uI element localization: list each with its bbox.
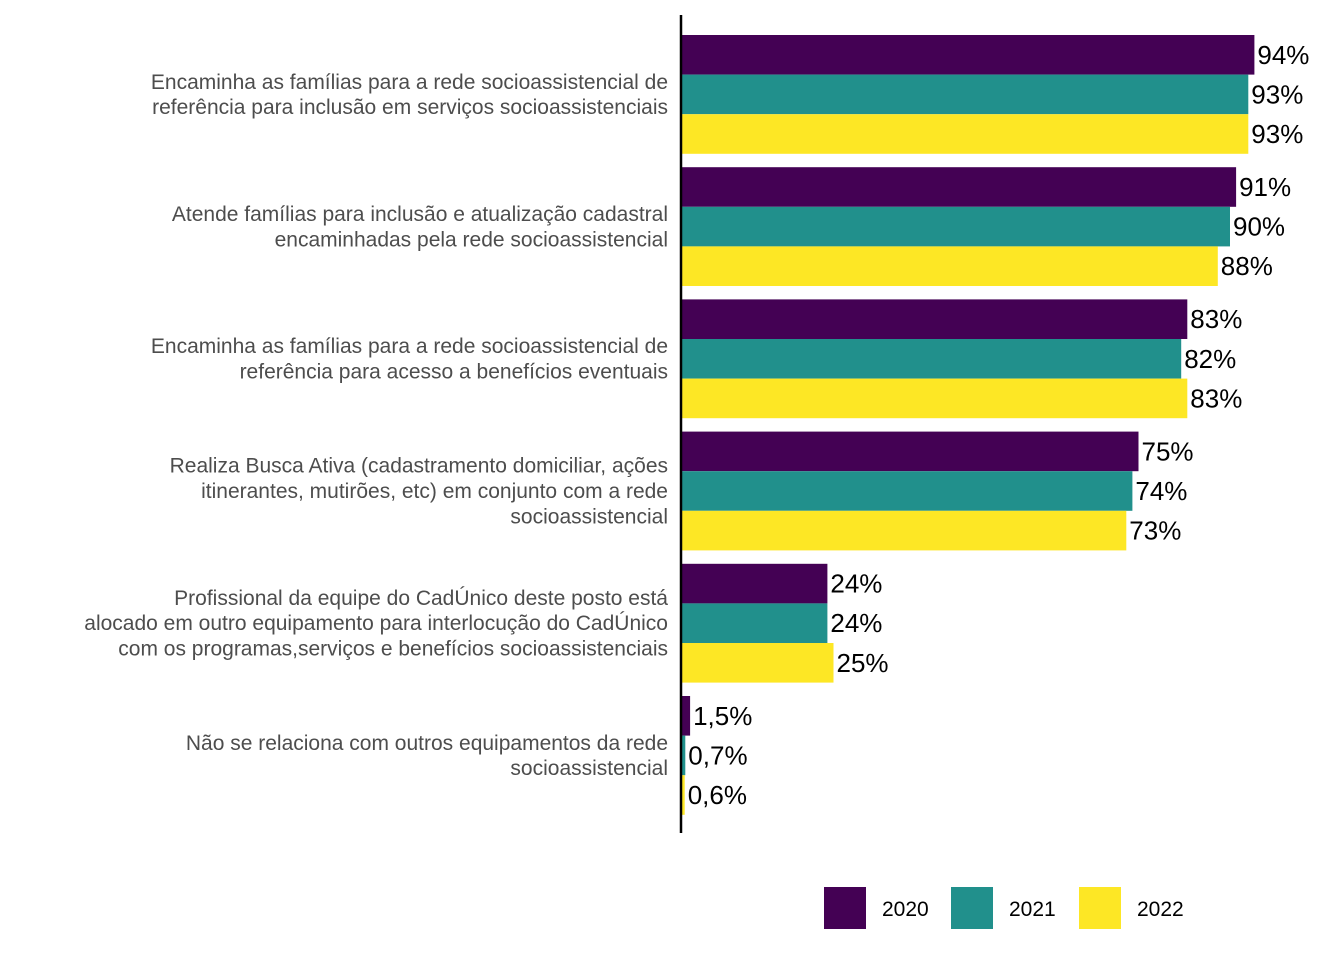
category-label: socioassistencial (510, 757, 668, 780)
legend: 2020 2021 2022 (824, 887, 1184, 929)
bar-2021 (681, 206, 1230, 247)
bar-2022 (681, 378, 1188, 419)
value-label: 93% (1251, 79, 1303, 109)
value-label: 0,7% (688, 740, 747, 770)
category-labels: Encaminha as famílias para a rede socioa… (84, 71, 668, 780)
bar-2020 (681, 35, 1255, 75)
legend-label: 2020 (882, 898, 929, 921)
category-label: Encaminha as famílias para a rede socioa… (151, 71, 668, 94)
legend-swatch-2020 (824, 887, 866, 929)
bar-2020 (681, 299, 1188, 339)
bars (681, 35, 1255, 815)
category-label: encaminhadas pela rede socioassistencial (275, 228, 668, 251)
value-label: 91% (1239, 172, 1291, 202)
category-label: socioassistencial (510, 505, 668, 528)
bar-2022 (681, 114, 1249, 154)
category-label: Atende famílias para inclusão e atualiza… (172, 203, 668, 226)
category-label: referência para acesso a benefícios even… (240, 360, 668, 383)
bar-2021 (681, 339, 1182, 379)
value-label: 0,6% (688, 780, 747, 810)
value-label: 88% (1221, 251, 1273, 281)
category-label: com os programas,serviços e benefícios s… (118, 638, 668, 661)
bar-2020 (681, 696, 691, 736)
category-label: Não se relaciona com outros equipamentos… (186, 732, 668, 755)
category-label: Realiza Busca Ativa (cadastramento domic… (170, 455, 668, 478)
value-label: 83% (1190, 304, 1242, 334)
value-label: 94% (1257, 40, 1309, 70)
value-labels: 94% 93% 93% 91% 90% 88% 83% 82% 83% 75% 74% 73% 24% 2… (688, 40, 1310, 810)
bar-2022 (681, 246, 1218, 286)
value-label: 24% (830, 569, 882, 599)
value-label: 73% (1129, 516, 1181, 546)
bar-2022 (681, 510, 1127, 551)
category-label: Profissional da equipe do CadÚnico deste… (174, 587, 668, 610)
bar-2021 (681, 603, 828, 643)
bar-2020 (681, 431, 1139, 472)
value-label: 93% (1251, 119, 1303, 149)
value-label: 82% (1184, 344, 1236, 374)
value-label: 83% (1190, 383, 1242, 413)
legend-label: 2021 (1009, 898, 1056, 921)
bar-2021 (681, 471, 1133, 511)
category-label: referência para inclusão em serviços soc… (152, 96, 668, 119)
value-label: 1,5% (693, 701, 752, 731)
category-label: itinerantes, mutirões, etc) em conjunto … (201, 480, 668, 503)
value-label: 74% (1135, 476, 1187, 506)
value-label: 90% (1233, 212, 1285, 242)
bar-2022 (681, 643, 834, 683)
value-label: 24% (830, 608, 882, 638)
bar-2022 (681, 775, 685, 815)
category-label: Encaminha as famílias para a rede socioa… (151, 335, 668, 358)
bar-2021 (681, 74, 1249, 115)
category-label: alocado em outro equipamento para interl… (84, 612, 668, 635)
bar-2020 (681, 563, 828, 604)
legend-label: 2022 (1137, 898, 1184, 921)
legend-swatch-2021 (951, 887, 993, 929)
bar-2021 (681, 735, 686, 776)
value-label: 75% (1142, 436, 1194, 466)
value-label: 25% (837, 648, 889, 678)
legend-swatch-2022 (1079, 887, 1121, 929)
bar-2020 (681, 167, 1237, 207)
